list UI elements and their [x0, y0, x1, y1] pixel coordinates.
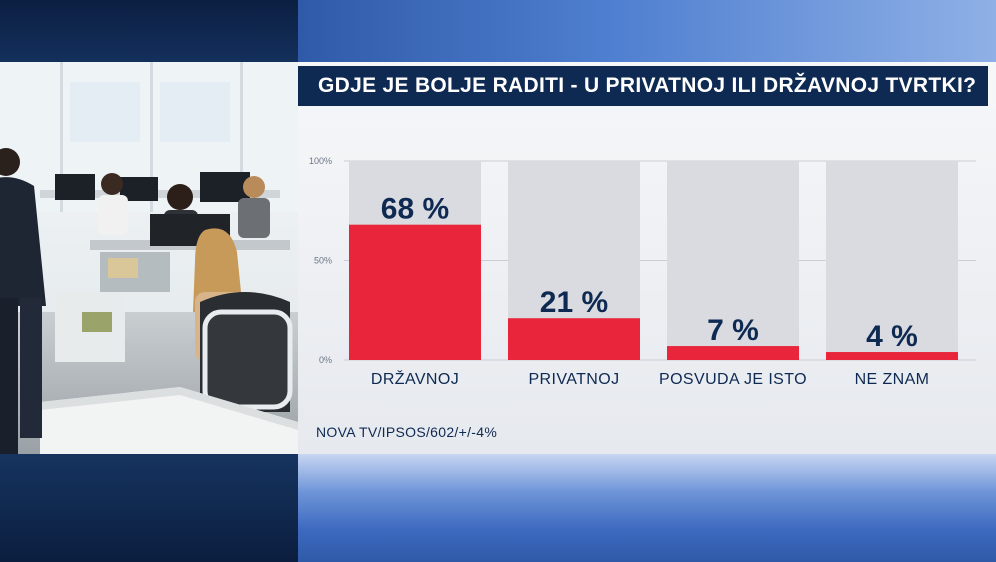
y-tick-label: 0%: [319, 355, 332, 365]
bar: [667, 346, 799, 360]
office-photo: [0, 62, 298, 454]
source-note: NOVA TV/IPSOS/602/+/-4%: [316, 424, 498, 440]
y-tick-label: 100%: [309, 156, 332, 166]
category-label: DRŽAVNOJ: [371, 369, 459, 388]
y-tick-label: 50%: [314, 256, 332, 266]
value-label: 7 %: [707, 314, 759, 347]
chart-title: GDJE JE BOLJE RADITI - U PRIVATNOJ ILI D…: [318, 74, 977, 97]
category-label: PRIVATNOJ: [528, 371, 619, 388]
value-label: 68 %: [381, 193, 449, 226]
bar: [826, 352, 958, 360]
right-bottom-band: [298, 454, 996, 562]
title-bar: GDJE JE BOLJE RADITI - U PRIVATNOJ ILI D…: [298, 66, 988, 106]
category-label: POSVUDA JE ISTO: [659, 371, 807, 388]
bar-track: [667, 161, 799, 360]
value-label: 4 %: [866, 320, 918, 353]
bar-chart: 0% 50% 100% 68 % DRŽAVNOJ 21 % PRIVATNOJ 7 % POS…: [309, 156, 976, 388]
right-top-band: [298, 0, 996, 62]
value-label: 21 %: [540, 286, 608, 319]
category-label: NE ZNAM: [855, 371, 930, 388]
bar: [349, 224, 481, 360]
bar: [508, 318, 640, 360]
office-photo-illustration: [0, 62, 298, 454]
bar-track: [826, 161, 958, 360]
left-top-band: [0, 0, 298, 62]
left-bottom-band: [0, 454, 298, 562]
